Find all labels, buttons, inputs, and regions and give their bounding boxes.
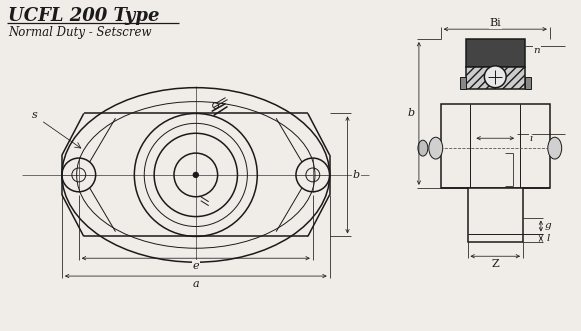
Ellipse shape (418, 140, 428, 156)
Text: n: n (533, 46, 540, 56)
Text: b: b (407, 109, 414, 118)
Text: i: i (529, 134, 533, 143)
Bar (465, 67, 525, 89)
Text: g: g (544, 221, 551, 230)
Text: b: b (353, 170, 360, 180)
Circle shape (193, 172, 198, 177)
Ellipse shape (548, 137, 562, 159)
Bar (465, 39, 525, 67)
Bar (460, 77, 465, 89)
Text: l: l (546, 234, 550, 243)
Text: s: s (33, 111, 38, 120)
Bar (525, 77, 531, 89)
Circle shape (485, 66, 506, 88)
Bar (441, 104, 550, 188)
Bar (468, 188, 523, 242)
Text: Bi: Bi (489, 18, 501, 28)
Ellipse shape (429, 137, 443, 159)
Text: a: a (192, 279, 199, 289)
Text: Z: Z (492, 259, 499, 269)
Text: UCFL 200 Type: UCFL 200 Type (8, 7, 160, 25)
Text: Normal Duty - Setscrew: Normal Duty - Setscrew (8, 26, 152, 39)
Text: e: e (192, 261, 199, 271)
